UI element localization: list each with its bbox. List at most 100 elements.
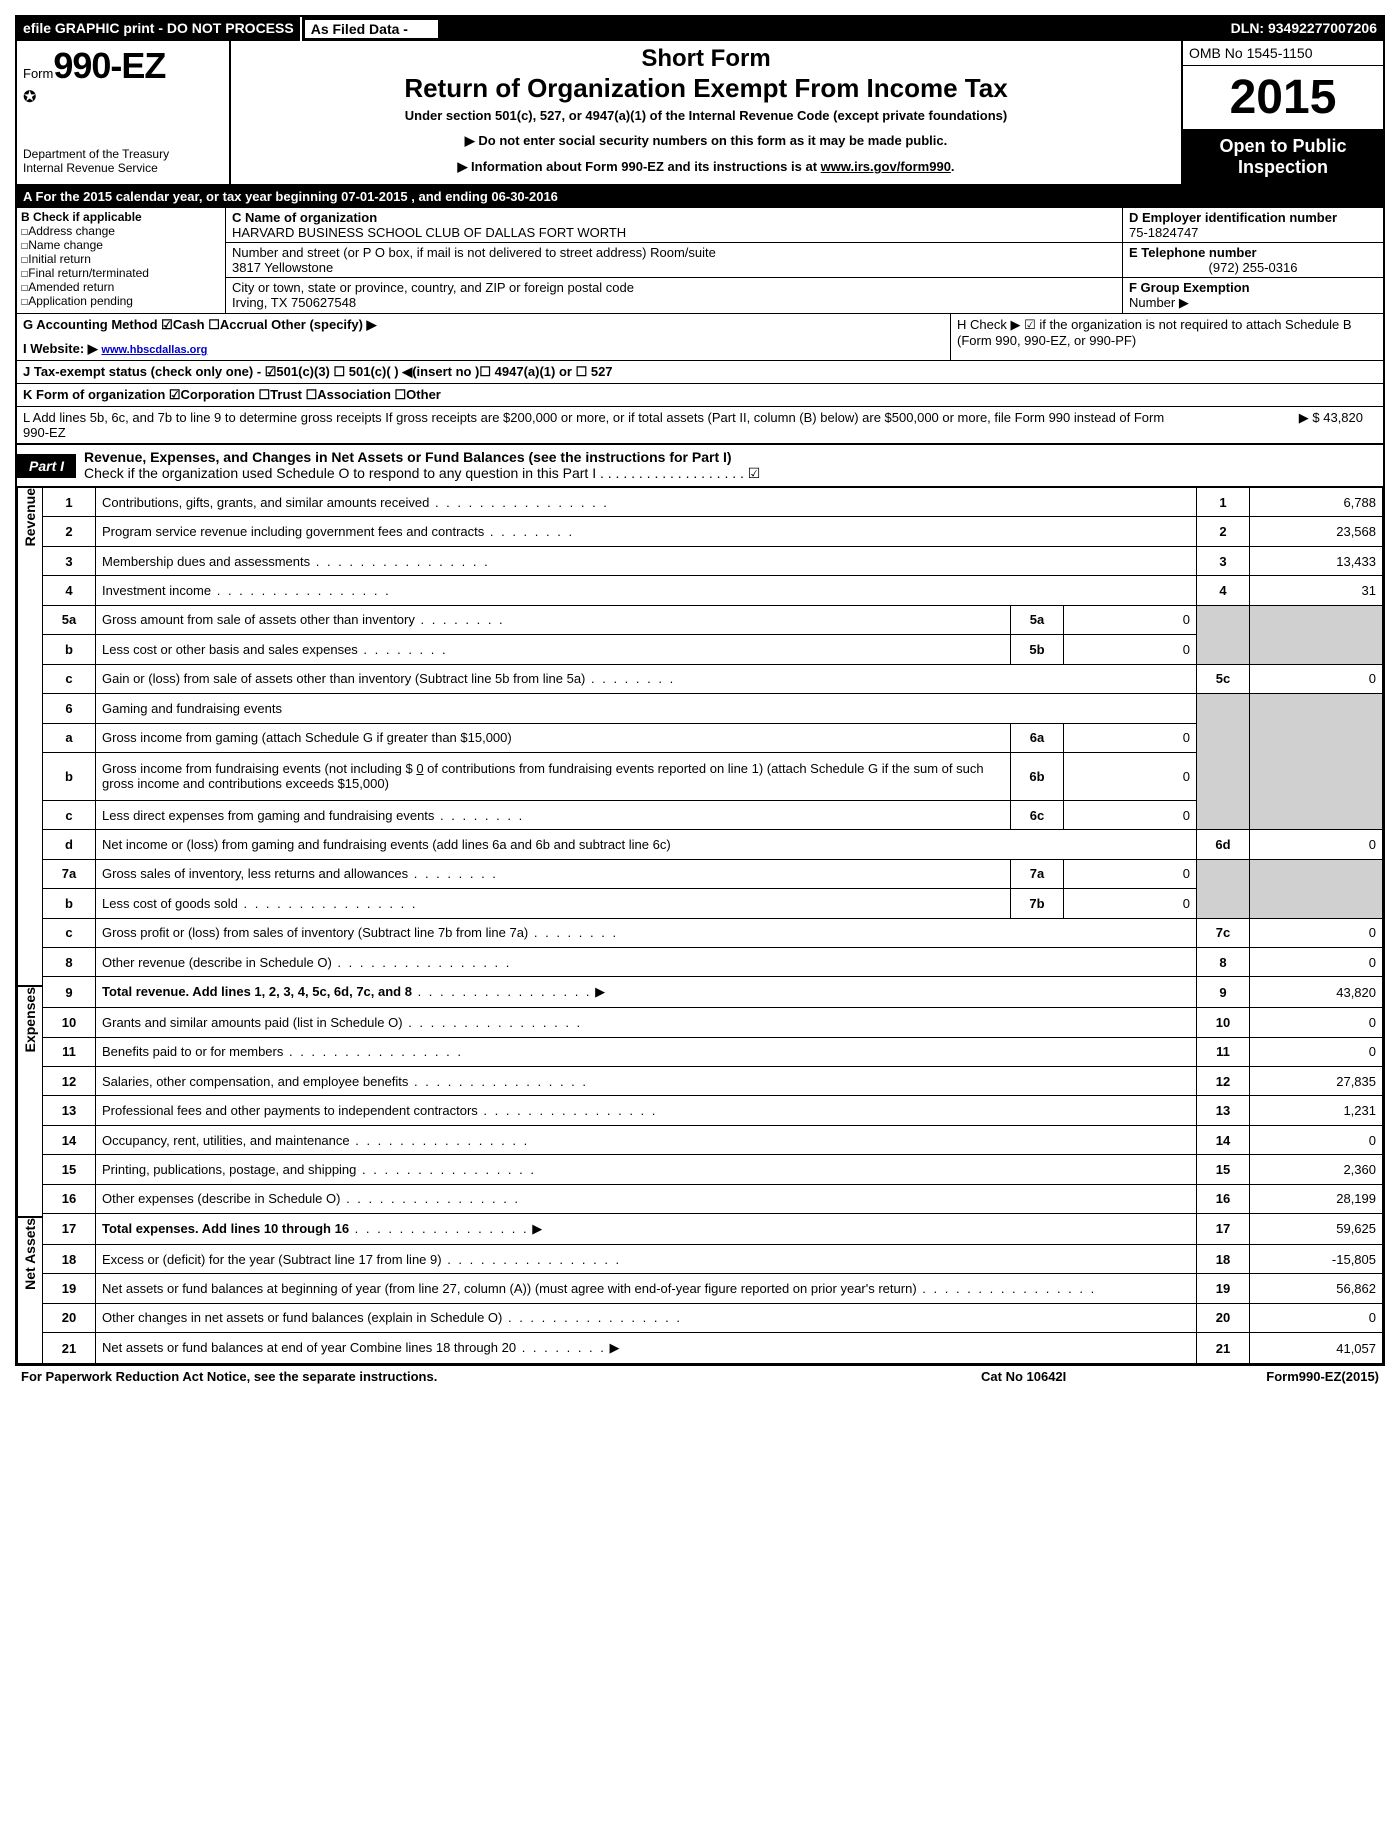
line-6a-desc: Gross income from gaming (attach Schedul… — [102, 730, 512, 745]
line-15-desc: Printing, publications, postage, and shi… — [102, 1162, 356, 1177]
line-3-desc: Membership dues and assessments — [102, 554, 310, 569]
phone-label: E Telephone number — [1129, 245, 1257, 260]
line-2-amt: 23,568 — [1250, 517, 1383, 546]
line-6: 6Gaming and fundraising events — [43, 694, 1383, 723]
row-k: K Form of organization ☑Corporation ☐Tru… — [17, 384, 1383, 407]
open-label: Open to Public — [1219, 136, 1346, 156]
line-10: 10Grants and similar amounts paid (list … — [43, 1008, 1383, 1037]
line-19-desc: Net assets or fund balances at beginning… — [102, 1281, 917, 1296]
line-g: G Accounting Method ☑Cash ☐Accrual Other… — [17, 314, 950, 360]
line-18-amt: -15,805 — [1250, 1244, 1383, 1273]
line-2: 2Program service revenue including gover… — [43, 517, 1383, 546]
line-7c: cGross profit or (loss) from sales of in… — [43, 918, 1383, 947]
line-6d-desc: Net income or (loss) from gaming and fun… — [96, 830, 1197, 859]
chk-initial[interactable]: ☐Initial return — [21, 252, 221, 266]
line-13-amt: 1,231 — [1250, 1096, 1383, 1125]
col-def: D Employer identification number 75-1824… — [1122, 208, 1383, 313]
top-left: Form990-EZ ✪ Department of the Treasury … — [17, 41, 231, 184]
line-21-amt: 41,057 — [1250, 1333, 1383, 1364]
short-form-title: Short Form — [241, 45, 1171, 73]
line-6a-amt: 0 — [1064, 723, 1197, 752]
line-4-amt: 31 — [1250, 576, 1383, 605]
part1-title: Revenue, Expenses, and Changes in Net As… — [84, 449, 732, 465]
city-cell: City or town, state or province, country… — [226, 278, 1122, 312]
chk-amended[interactable]: ☐Amended return — [21, 280, 221, 294]
efile-label: efile GRAPHIC print - DO NOT PROCESS — [17, 17, 302, 41]
form-container: efile GRAPHIC print - DO NOT PROCESS As … — [15, 15, 1385, 1366]
line-l-amt: ▶ $ 43,820 — [1197, 407, 1383, 443]
chk-address[interactable]: ☐Address change — [21, 224, 221, 238]
line-11-desc: Benefits paid to or for members — [102, 1044, 283, 1059]
inspection-label: Inspection — [1238, 157, 1328, 177]
line-1-amt: 6,788 — [1250, 488, 1383, 517]
line-7c-amt: 0 — [1250, 918, 1383, 947]
line-6b-amt: 0 — [1064, 752, 1197, 800]
line-5a: 5aGross amount from sale of assets other… — [43, 605, 1383, 634]
note2: ▶ Information about Form 990-EZ and its … — [241, 159, 1171, 175]
col-b-title: B Check if applicable — [21, 210, 221, 224]
line-9-amt: 43,820 — [1250, 977, 1383, 1008]
org-name-value: HARVARD BUSINESS SCHOOL CLUB OF DALLAS F… — [232, 225, 626, 240]
line-5c: cGain or (loss) from sale of assets othe… — [43, 664, 1383, 693]
group-label: F Group Exemption — [1129, 280, 1250, 295]
city-label: City or town, state or province, country… — [232, 280, 634, 295]
line-l-text: L Add lines 5b, 6c, and 7b to line 9 to … — [17, 407, 1197, 443]
line-10-desc: Grants and similar amounts paid (list in… — [102, 1015, 403, 1030]
line-14-desc: Occupancy, rent, utilities, and maintena… — [102, 1133, 350, 1148]
line-1: 1Contributions, gifts, grants, and simil… — [43, 488, 1383, 517]
line-8-amt: 0 — [1250, 947, 1383, 976]
bullet-icon: ✪ — [23, 87, 223, 107]
street-label: Number and street (or P O box, if mail i… — [232, 245, 716, 260]
line-7a-amt: 0 — [1064, 859, 1197, 888]
line-6d: dNet income or (loss) from gaming and fu… — [43, 830, 1383, 859]
line-6c: cLess direct expenses from gaming and fu… — [43, 800, 1383, 829]
line-7b: bLess cost of goods sold7b0 — [43, 889, 1383, 918]
col-b: B Check if applicable ☐Address change ☐N… — [17, 208, 226, 313]
website-link[interactable]: www.hbscdallas.org — [101, 344, 207, 356]
line-7a: 7aGross sales of inventory, less returns… — [43, 859, 1383, 888]
note2-prefix: ▶ Information about Form 990-EZ and its … — [457, 159, 820, 174]
chk-name[interactable]: ☐Name change — [21, 238, 221, 252]
line-21: 21Net assets or fund balances at end of … — [43, 1333, 1383, 1364]
part1-header: Part I Revenue, Expenses, and Changes in… — [17, 443, 1383, 487]
line-15-amt: 2,360 — [1250, 1155, 1383, 1184]
group-exemption-cell: F Group Exemption Number ▶ — [1123, 278, 1383, 313]
footer-mid: Cat No 10642I — [981, 1369, 1066, 1384]
row-gh: G Accounting Method ☑Cash ☐Accrual Other… — [17, 314, 1383, 361]
line-6d-amt: 0 — [1250, 830, 1383, 859]
line-14-amt: 0 — [1250, 1125, 1383, 1154]
line-7b-desc: Less cost of goods sold — [102, 896, 238, 911]
line-1-desc: Contributions, gifts, grants, and simila… — [102, 495, 429, 510]
line-8: 8Other revenue (describe in Schedule O)8… — [43, 947, 1383, 976]
inspection-box: Open to Public Inspection — [1183, 130, 1383, 184]
line-18: 18Excess or (deficit) for the year (Subt… — [43, 1244, 1383, 1273]
lines-table: 1Contributions, gifts, grants, and simil… — [42, 487, 1383, 1364]
note2-link[interactable]: www.irs.gov/form990 — [821, 159, 951, 174]
form-prefix: Form — [23, 66, 53, 81]
line-6-desc: Gaming and fundraising events — [96, 694, 1197, 723]
line-6b: bGross income from fundraising events (n… — [43, 752, 1383, 800]
chk-pending[interactable]: ☐Application pending — [21, 294, 221, 308]
line-17-desc: Total expenses. Add lines 10 through 16 — [102, 1221, 349, 1236]
website-label: I Website: ▶ — [23, 341, 98, 356]
line-3-amt: 13,433 — [1250, 546, 1383, 575]
top-center: Short Form Return of Organization Exempt… — [231, 41, 1181, 184]
line-16-amt: 28,199 — [1250, 1184, 1383, 1213]
phone-cell: E Telephone number (972) 255-0316 — [1123, 243, 1383, 278]
footer-right: Form990-EZ(2015) — [1266, 1369, 1379, 1384]
line-k-text: K Form of organization ☑Corporation ☐Tru… — [17, 384, 1383, 406]
line-20-amt: 0 — [1250, 1303, 1383, 1332]
line-5b-amt: 0 — [1064, 635, 1197, 664]
line-21-desc: Net assets or fund balances at end of ye… — [102, 1340, 516, 1355]
line-6b-desc: Gross income from fundraising events (no… — [96, 752, 1011, 800]
main-title: Return of Organization Exempt From Incom… — [241, 73, 1171, 104]
line-j-text: J Tax-exempt status (check only one) - ☑… — [17, 361, 1383, 383]
revenue-label: Revenue — [17, 487, 42, 986]
line-20-desc: Other changes in net assets or fund bala… — [102, 1310, 502, 1325]
line-15: 15Printing, publications, postage, and s… — [43, 1155, 1383, 1184]
line-4-desc: Investment income — [102, 583, 211, 598]
main-grid: Revenue Expenses Net Assets 1Contributio… — [17, 487, 1383, 1364]
chk-final[interactable]: ☐Final return/terminated — [21, 266, 221, 280]
col-c: C Name of organization HARVARD BUSINESS … — [226, 208, 1122, 313]
footer-left: For Paperwork Reduction Act Notice, see … — [21, 1369, 981, 1384]
